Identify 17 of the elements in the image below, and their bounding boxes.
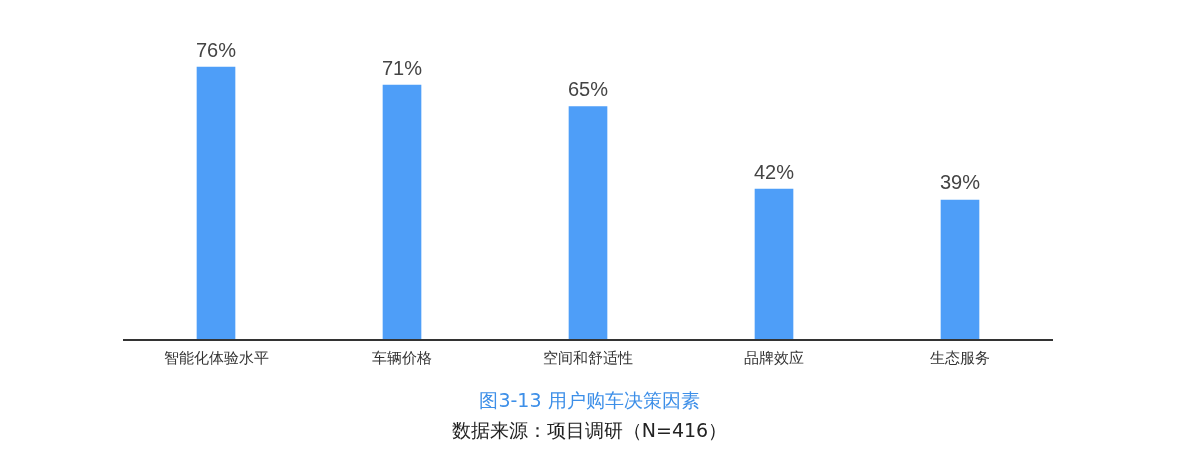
data-label: 42%: [753, 160, 795, 183]
x-tick-label: 空间和舒适性: [543, 348, 633, 367]
x-tick-label: 品牌效应: [744, 348, 804, 367]
x-tick-label: 智能化体验水平: [163, 348, 269, 367]
source-note: 数据来源：项目调研（N=416）: [450, 418, 729, 443]
x-tick-label: 车辆价格: [372, 348, 432, 367]
data-label: 71%: [381, 56, 423, 79]
bar: [568, 106, 608, 340]
data-label: 65%: [567, 78, 609, 101]
data-label: 39%: [939, 171, 981, 194]
bar: [196, 66, 236, 340]
x-tick-label: 生态服务: [930, 348, 990, 367]
bar: [940, 199, 980, 340]
bar: [754, 188, 794, 340]
data-label: 76%: [195, 38, 237, 61]
bar: [382, 84, 422, 340]
text: 图3-13 用户购车决策因素: [478, 388, 701, 413]
